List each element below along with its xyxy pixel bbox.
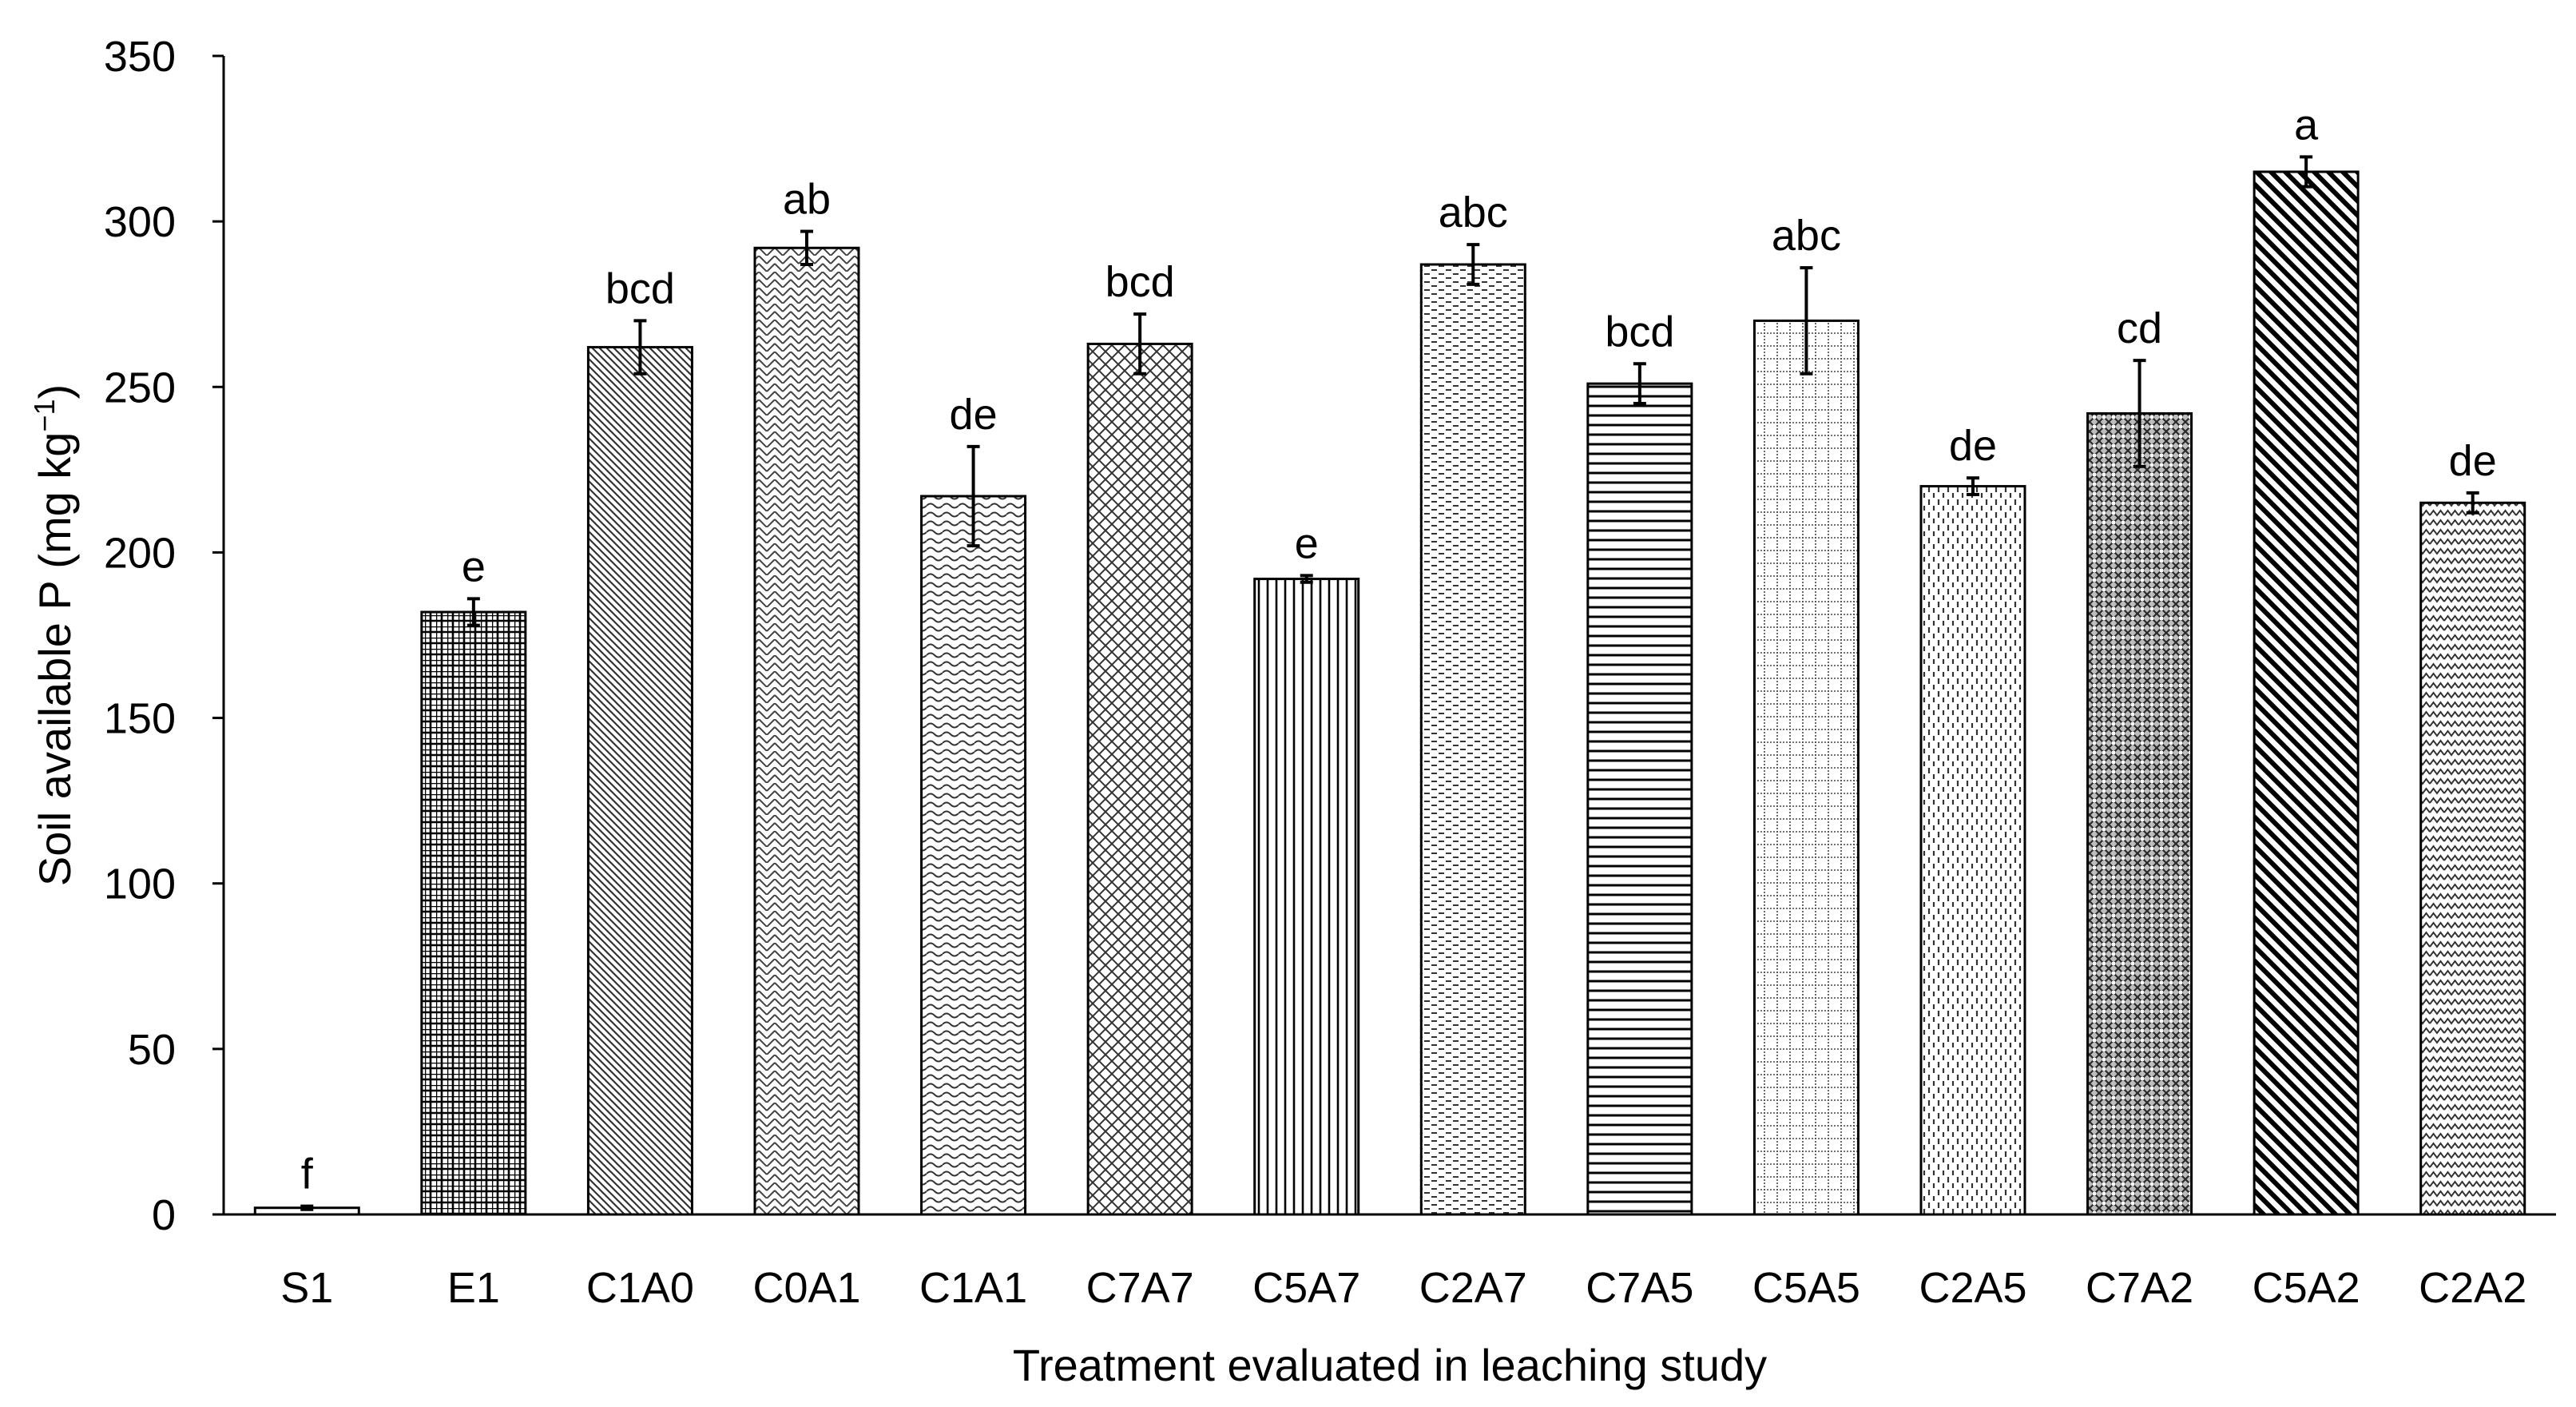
- significance-letter: abc: [1439, 189, 1508, 236]
- significance-letter: ab: [783, 176, 831, 224]
- x-tick-label: C0A1: [752, 1264, 860, 1312]
- y-tick-label: 150: [104, 695, 176, 743]
- x-tick-label: C2A5: [1919, 1264, 2026, 1312]
- bar-c1a0: [586, 346, 693, 1216]
- bar-c2a2: [2419, 501, 2526, 1216]
- bar-group-c7a7: bcd C7A7: [1086, 258, 1194, 1312]
- significance-letter: f: [301, 1151, 314, 1198]
- x-tick-label: E1: [447, 1264, 500, 1312]
- significance-letter: de: [1949, 422, 1997, 470]
- bar-group-e1: e E1: [420, 543, 527, 1312]
- bar-c1a1: [920, 495, 1027, 1216]
- bar-group-c5a7: e C5A7: [1252, 519, 1360, 1312]
- bar-group-c7a2: cd C7A2: [2086, 304, 2193, 1312]
- bar-group-c5a2: a C5A2: [2253, 101, 2360, 1312]
- significance-letter: abc: [1772, 212, 1841, 260]
- bar-c2a7: [1419, 263, 1526, 1216]
- y-axis-title-superscript: −1: [28, 399, 61, 432]
- bar-c7a5: [1586, 382, 1693, 1216]
- significance-letter: e: [1295, 519, 1319, 567]
- x-tick-label: C7A5: [1586, 1264, 1693, 1312]
- x-tick-label: C5A7: [1252, 1264, 1360, 1312]
- y-axis-title: Soil available P (mg kg−1): [28, 384, 80, 886]
- y-axis-ticks: 0 50 100 150 200 250 300 350: [104, 33, 224, 1239]
- bar-c5a7: [1253, 578, 1360, 1216]
- y-tick-label: 300: [104, 198, 176, 246]
- x-tick-label: C1A0: [586, 1264, 694, 1312]
- bar-group-c1a1: de C1A1: [919, 391, 1027, 1312]
- bar-group-s1: f S1: [253, 1151, 360, 1312]
- x-tick-label: C7A2: [2086, 1264, 2193, 1312]
- bar-group-c2a2: de C2A2: [2419, 437, 2526, 1312]
- significance-letter: de: [950, 391, 998, 439]
- y-tick-label: 0: [152, 1191, 176, 1239]
- significance-letter: de: [2449, 437, 2497, 485]
- x-tick-label: C1A1: [919, 1264, 1027, 1312]
- bar-c5a5: [1752, 319, 1860, 1216]
- bar-group-c2a7: abc C2A7: [1419, 189, 1527, 1312]
- bar-group-c7a5: bcd C7A5: [1586, 308, 1693, 1312]
- significance-letter: bcd: [1105, 258, 1175, 306]
- bar-group-c5a5: abc C5A5: [1752, 212, 1860, 1312]
- bar-c7a2: [2086, 411, 2193, 1216]
- y-tick-label: 50: [128, 1026, 176, 1074]
- bar-group-c2a5: de C2A5: [1919, 422, 2026, 1312]
- y-axis-title-main: Soil available P (mg kg: [30, 432, 80, 887]
- bar-group-c1a0: bcd C1A0: [586, 264, 694, 1312]
- significance-letter: bcd: [1605, 308, 1674, 356]
- x-tick-label: C2A7: [1419, 1264, 1527, 1312]
- significance-letter: e: [462, 543, 486, 590]
- x-tick-label: C5A5: [1752, 1264, 1860, 1312]
- bar-e1: [420, 610, 527, 1216]
- x-tick-label: C5A2: [2253, 1264, 2360, 1312]
- y-tick-label: 250: [104, 364, 176, 411]
- x-tick-label: C2A2: [2419, 1264, 2526, 1312]
- bar-c5a2: [2253, 170, 2360, 1216]
- bar-c2a5: [1919, 485, 2026, 1216]
- x-tick-label: C7A7: [1086, 1264, 1194, 1312]
- significance-letter: bcd: [605, 264, 675, 312]
- significance-letter: cd: [2117, 304, 2162, 352]
- y-axis-title-close: ): [30, 384, 80, 399]
- bars-group: fS1eE1bcdC1A0abC0A1deC1A1bcdC7A7eC5A7abc…: [253, 101, 2526, 1312]
- bar-c7a7: [1086, 342, 1193, 1216]
- significance-letter: a: [2294, 101, 2319, 149]
- y-tick-label: 100: [104, 860, 176, 908]
- y-tick-label: 200: [104, 529, 176, 577]
- bar-c0a1: [753, 246, 860, 1216]
- x-axis-title: Treatment evaluated in leaching study: [1013, 1340, 1767, 1390]
- bar-group-c0a1: ab C0A1: [752, 176, 860, 1312]
- x-tick-label: S1: [280, 1264, 333, 1312]
- y-tick-label: 350: [104, 33, 176, 81]
